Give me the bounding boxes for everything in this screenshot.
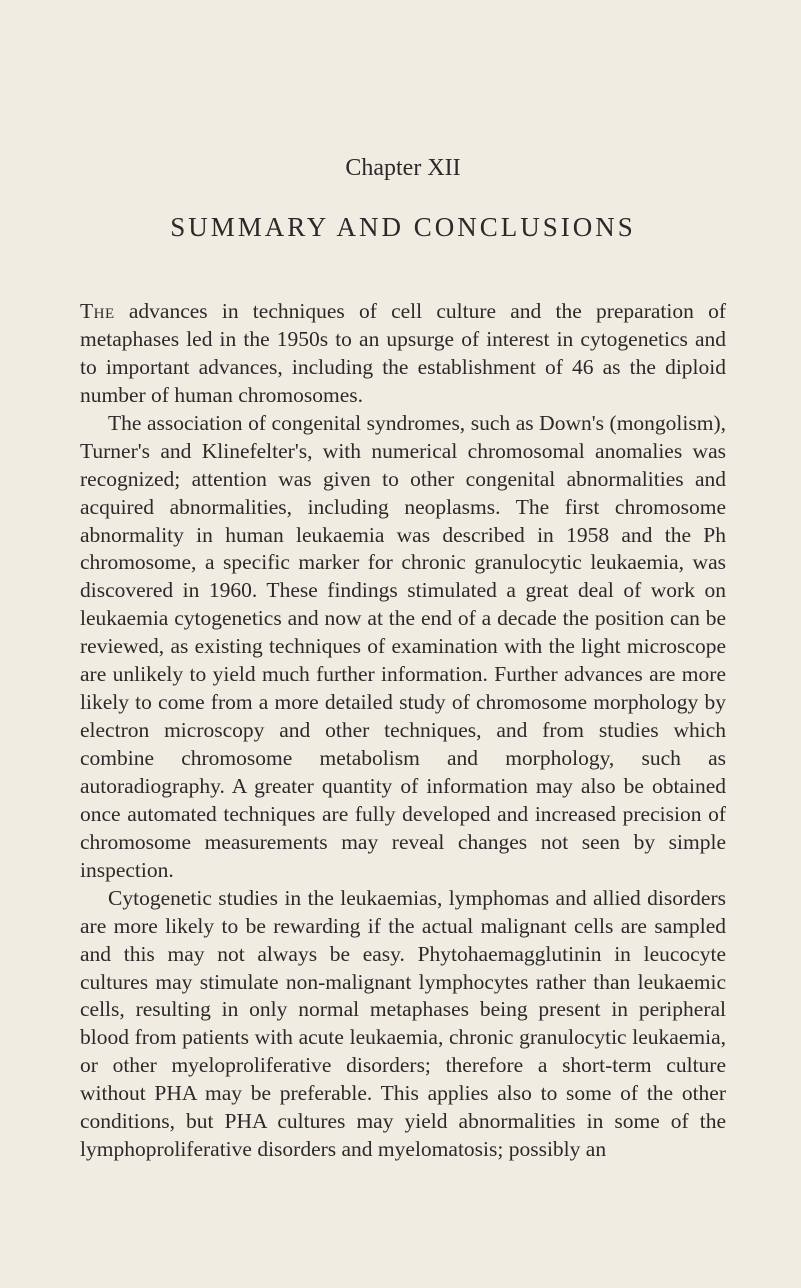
body-text-container: The advances in techniques of cell cultu… — [80, 298, 726, 1164]
chapter-label: Chapter XII — [80, 155, 726, 182]
chapter-title: SUMMARY AND CONCLUSIONS — [80, 212, 726, 243]
paragraph-2: The association of congenital syndromes,… — [80, 410, 726, 885]
paragraph-lead-word: The — [80, 299, 115, 323]
paragraph-1: The advances in techniques of cell cultu… — [80, 298, 726, 410]
paragraph-3: Cytogenetic studies in the leukaemias, l… — [80, 885, 726, 1164]
paragraph-1-content: advances in techniques of cell culture a… — [80, 299, 726, 407]
